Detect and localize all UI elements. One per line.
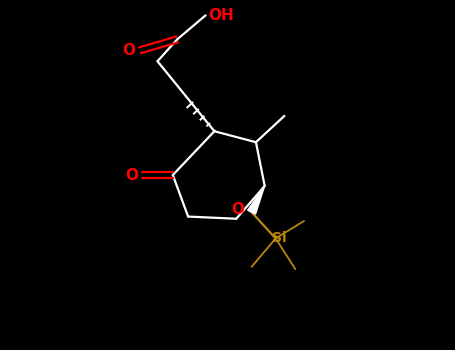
Text: Si: Si [272, 231, 287, 245]
Polygon shape [248, 186, 265, 214]
Text: OH: OH [208, 8, 233, 23]
Text: O: O [125, 168, 138, 182]
Text: O: O [123, 43, 136, 58]
Text: O: O [231, 203, 244, 217]
